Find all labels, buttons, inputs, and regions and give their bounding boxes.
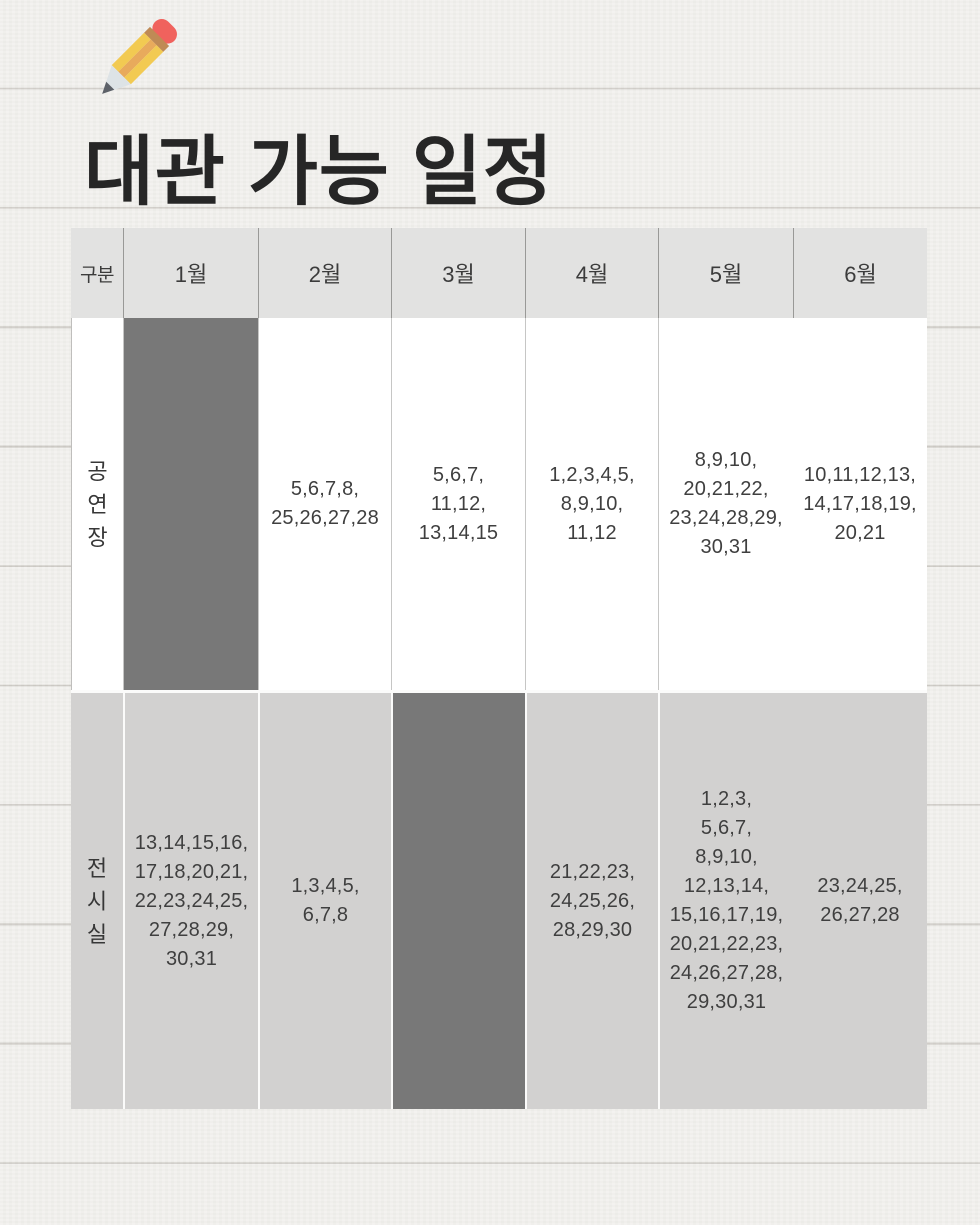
table-row-exhibition-room: 전시실 13,14,15,16, 17,18,20,21, 22,23,24,2… xyxy=(71,693,927,1109)
schedule-table: 구분 1월 2월 3월 4월 5월 6월 공연장 5,6,7,8, 25,26,… xyxy=(71,228,927,1109)
cell-hall-jan-blocked xyxy=(123,318,258,690)
cell-hall-apr: 1,2,3,4,5, 8,9,10, 11,12 xyxy=(525,318,658,690)
cell-hall-mar: 5,6,7, 11,12, 13,14,15 xyxy=(391,318,525,690)
column-header-category: 구분 xyxy=(71,228,123,318)
cell-exhibit-may: 1,2,3, 5,6,7, 8,9,10, 12,13,14, 15,16,17… xyxy=(658,693,793,1109)
cell-exhibit-feb: 1,3,4,5, 6,7,8 xyxy=(258,693,391,1109)
cell-hall-jun: 10,11,12,13, 14,17,18,19, 20,21 xyxy=(793,318,927,690)
cell-hall-feb: 5,6,7,8, 25,26,27,28 xyxy=(258,318,391,690)
column-header-jun: 6월 xyxy=(793,228,927,318)
cell-exhibit-jan: 13,14,15,16, 17,18,20,21, 22,23,24,25, 2… xyxy=(123,693,258,1109)
column-header-may: 5월 xyxy=(658,228,793,318)
cell-exhibit-mar-blocked xyxy=(391,693,525,1109)
cell-hall-may: 8,9,10, 20,21,22, 23,24,28,29, 30,31 xyxy=(658,318,793,690)
table-header-row: 구분 1월 2월 3월 4월 5월 6월 xyxy=(71,228,927,318)
column-header-mar: 3월 xyxy=(391,228,525,318)
table-row-performance-hall: 공연장 5,6,7,8, 25,26,27,28 5,6,7, 11,12, 1… xyxy=(71,318,927,690)
column-header-apr: 4월 xyxy=(525,228,658,318)
cell-exhibit-jun: 23,24,25, 26,27,28 xyxy=(793,693,927,1109)
row-label-exhibition-room: 전시실 xyxy=(71,693,123,1109)
column-header-jan: 1월 xyxy=(123,228,258,318)
cell-exhibit-apr: 21,22,23, 24,25,26, 28,29,30 xyxy=(525,693,658,1109)
pencil-icon xyxy=(84,8,188,112)
column-header-feb: 2월 xyxy=(258,228,391,318)
row-label-performance-hall: 공연장 xyxy=(71,318,123,690)
page-title: 대관 가능 일정 xyxy=(84,130,554,215)
row-divider xyxy=(71,690,927,693)
